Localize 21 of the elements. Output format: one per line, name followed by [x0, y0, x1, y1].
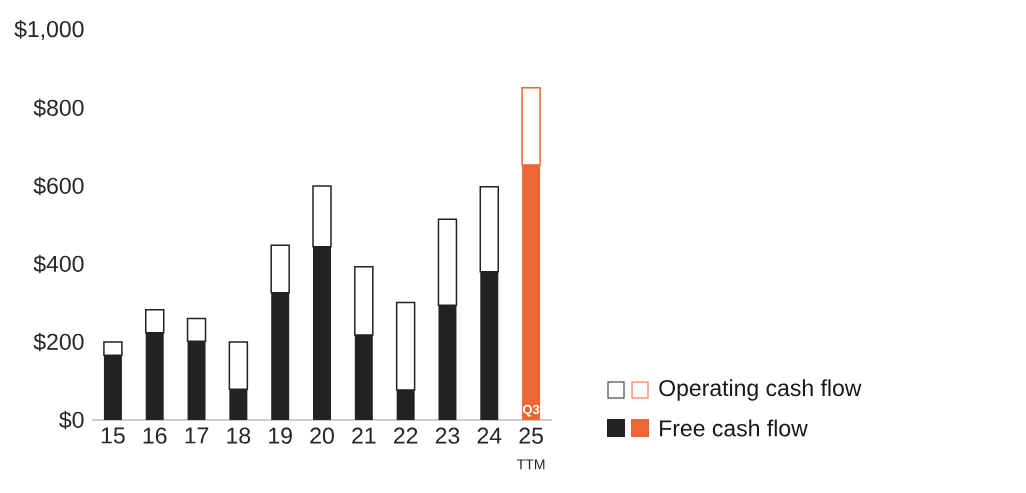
y-tick-label: $1,000 — [14, 20, 84, 40]
y-tick-label: $600 — [33, 176, 84, 196]
y-tick-label: $0 — [59, 410, 84, 430]
x-tick-label: 23 — [435, 427, 460, 444]
y-tick-label: $400 — [33, 254, 84, 274]
x-tick-label: 19 — [269, 427, 292, 444]
y-tick-label: $800 — [33, 98, 84, 118]
x-tick-label: 24 — [477, 427, 502, 444]
legend-label: Free cash flow — [660, 419, 808, 437]
x-tick-label: 16 — [143, 427, 167, 444]
y-tick-label: $200 — [33, 332, 84, 352]
x-tick-label: 18 — [227, 427, 251, 444]
legend-label: Operating cash flow — [659, 379, 862, 401]
x-tick-label: 22 — [394, 427, 418, 444]
text: TTM — [517, 459, 545, 470]
x-tick-label: 20 — [310, 427, 334, 444]
x-tick-label: 17 — [185, 427, 209, 444]
annotation: Q3 — [522, 404, 540, 417]
x-tick-label: 21 — [352, 427, 376, 444]
x-tick-label: 25 — [519, 427, 543, 444]
x-tick-label: 15 — [101, 427, 125, 444]
